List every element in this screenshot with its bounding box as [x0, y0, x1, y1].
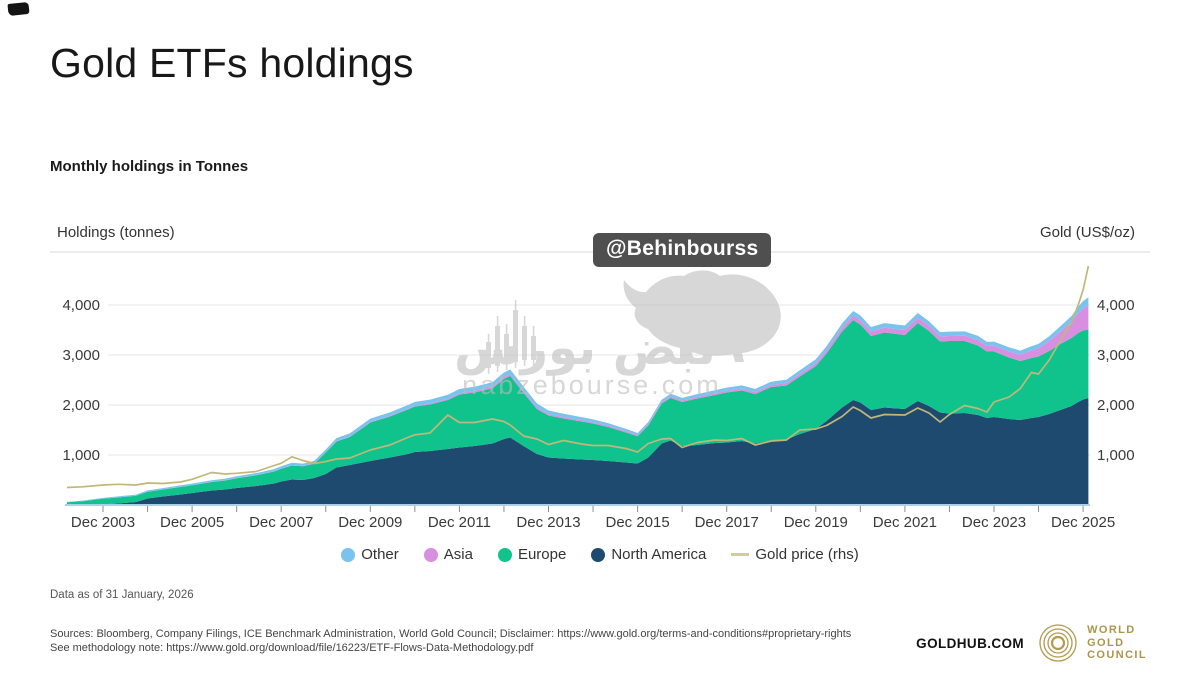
candlestick-icon: [486, 300, 536, 374]
left-y-tick-label: 1,000: [62, 447, 100, 464]
x-tick-label: Dec 2023: [962, 514, 1026, 531]
behinbourss-watermark-badge: @Behinbourss: [593, 233, 772, 267]
other-swatch-icon: [341, 547, 356, 562]
x-tick-label: Dec 2017: [695, 514, 759, 531]
x-tick-label: Dec 2005: [160, 514, 224, 531]
x-tick-label: Dec 2003: [71, 514, 135, 531]
left-y-tick-label: 2,000: [62, 397, 100, 414]
right-y-tick-label: 3,000: [1097, 347, 1135, 364]
wgc-name: WORLD GOLD COUNCIL: [1087, 624, 1147, 662]
brand-footer: GOLDHUB.COM WORLD GOLD COUNCIL: [916, 621, 1147, 665]
x-tick-label: Dec 2013: [516, 514, 580, 531]
legend-item-europe[interactable]: Europe: [497, 546, 567, 563]
europe-swatch-icon: [497, 547, 512, 562]
legend: Other Asia Europe North America Gold price (…: [0, 546, 1200, 563]
left-axis-title: Holdings (tonnes): [57, 224, 175, 241]
area-europe: [66, 320, 1089, 505]
legend-item-north-america[interactable]: North America: [591, 546, 706, 563]
x-tick-label: Dec 2019: [784, 514, 848, 531]
page-subtitle: Monthly holdings in Tonnes: [50, 158, 249, 175]
wgc-name-line1: WORLD: [1087, 624, 1136, 637]
world-gold-council-logo: WORLD GOLD COUNCIL: [1036, 621, 1147, 665]
wgc-name-line3: COUNCIL: [1087, 649, 1147, 662]
legend-label: Asia: [443, 546, 473, 563]
sources-block: Sources: Bloomberg, Company Filings, ICE…: [50, 627, 880, 656]
right-axis-title: Gold (US$/oz): [1039, 224, 1135, 241]
watermark-farsi-text: نبض بورس: [454, 320, 716, 376]
legend-item-gold-price-rhs[interactable]: Gold price (rhs): [731, 546, 859, 563]
legend-item-other[interactable]: Other: [341, 546, 399, 563]
right-y-tick-label: 1,000: [1097, 447, 1135, 464]
right-y-tick-label: 4,000: [1097, 297, 1135, 314]
x-tick-label: Dec 2025: [1051, 514, 1115, 531]
legend-label: Other: [361, 546, 399, 563]
wgc-name-line2: GOLD: [1087, 636, 1125, 649]
x-tick-label: Dec 2007: [249, 514, 313, 531]
watermark-url-text: nabzebourse.com: [462, 370, 722, 400]
area-north-america: [66, 398, 1089, 505]
line-gold-price-rhs: [66, 265, 1090, 489]
left-y-tick-label: 3,000: [62, 347, 100, 364]
x-tick-label: Dec 2011: [428, 514, 491, 531]
gold-price-rhs-swatch-icon: [731, 553, 750, 556]
x-tick-label: Dec 2015: [605, 514, 669, 531]
legend-item-asia[interactable]: Asia: [423, 546, 473, 563]
wgc-rings-icon: [1039, 624, 1077, 662]
right-y-tick-label: 2,000: [1097, 397, 1135, 414]
legend-label: Europe: [517, 546, 567, 563]
x-tick-label: Dec 2021: [873, 514, 937, 531]
left-y-tick-label: 4,000: [62, 297, 100, 314]
methodology-note-text: See methodology note: https://www.gold.o…: [50, 642, 534, 655]
bull-icon: [623, 270, 781, 362]
legend-label: North America: [611, 546, 707, 563]
x-tick-label: Dec 2009: [338, 514, 402, 531]
data-as-of-note: Data as of 31 January, 2026: [50, 589, 194, 601]
sources-disclaimer-text: Sources: Bloomberg, Company Filings, ICE…: [50, 628, 852, 640]
legend-label: Gold price (rhs): [755, 546, 859, 563]
page-title: Gold ETFs holdings: [50, 40, 414, 86]
north-america-swatch-icon: [591, 547, 606, 562]
goldhub-wordmark: GOLDHUB.COM: [916, 635, 1025, 651]
asia-swatch-icon: [423, 547, 438, 562]
